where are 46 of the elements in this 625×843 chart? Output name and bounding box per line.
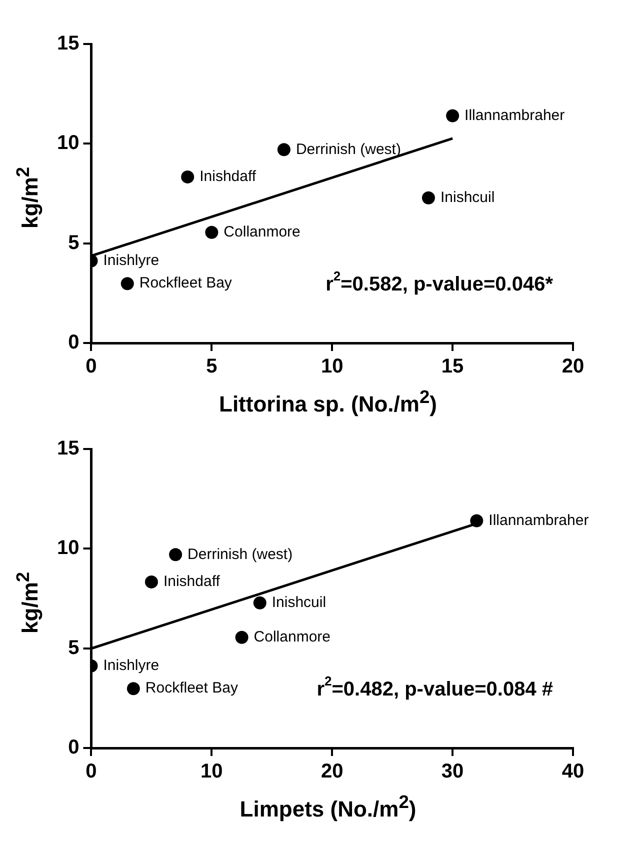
y-tick-label: 0: [68, 736, 80, 759]
point: [277, 143, 290, 156]
point: [205, 226, 218, 239]
annotation: Illannambraher: [488, 512, 589, 529]
annotation: Rockfleet Bay: [145, 680, 238, 697]
annotation: Inishcuil: [440, 189, 495, 206]
annotation: Illannambraher: [464, 106, 565, 124]
annotation: Collanmore: [254, 628, 330, 646]
x-tick-label: 20: [562, 356, 584, 378]
point: [169, 548, 182, 562]
y-tick-label: 5: [68, 636, 80, 659]
x-tick-label: 30: [441, 760, 464, 783]
y-tick-label: 15: [56, 32, 80, 55]
y-tick-label: 5: [68, 232, 80, 254]
x-axis-title: Littorina sp. (No./m$^{2}$): [218, 386, 438, 418]
point: [446, 109, 460, 122]
x-tick-label: 5: [206, 356, 218, 378]
point: [181, 170, 194, 184]
annotation: Inishdaff: [163, 573, 221, 590]
x-tick-label: 0: [86, 356, 97, 378]
point: [422, 191, 435, 204]
annotation: Derrinish (west): [188, 546, 293, 563]
annotation: Collanmore: [224, 224, 300, 241]
annotation: Inishlyre: [103, 657, 160, 674]
x-tick-label: 40: [562, 760, 584, 783]
y-tick-label: 10: [56, 132, 80, 154]
y-tick-label: 15: [56, 438, 80, 460]
point: [126, 682, 140, 696]
annotation: Derrinish (west): [296, 140, 401, 158]
point: [144, 575, 158, 588]
annotation: Rockfleet Bay: [139, 274, 232, 292]
point: [470, 514, 484, 528]
x-tick-label: 20: [321, 760, 344, 783]
point: [120, 277, 134, 290]
x-tick-label: 15: [441, 356, 464, 378]
point: [235, 630, 248, 644]
annotation: Inishdaff: [200, 168, 257, 186]
x-tick-label: 10: [321, 356, 344, 378]
annotation: Inishlyre: [103, 252, 160, 270]
y-tick-label: 0: [68, 332, 80, 354]
annotation: Inishcuil: [272, 594, 326, 612]
x-axis-title: Limpets (No./m$^{2}$): [238, 791, 418, 822]
x-tick-label: 10: [200, 760, 223, 783]
point: [253, 596, 266, 610]
y-tick-label: 10: [56, 537, 80, 560]
x-tick-label: 0: [86, 760, 97, 783]
